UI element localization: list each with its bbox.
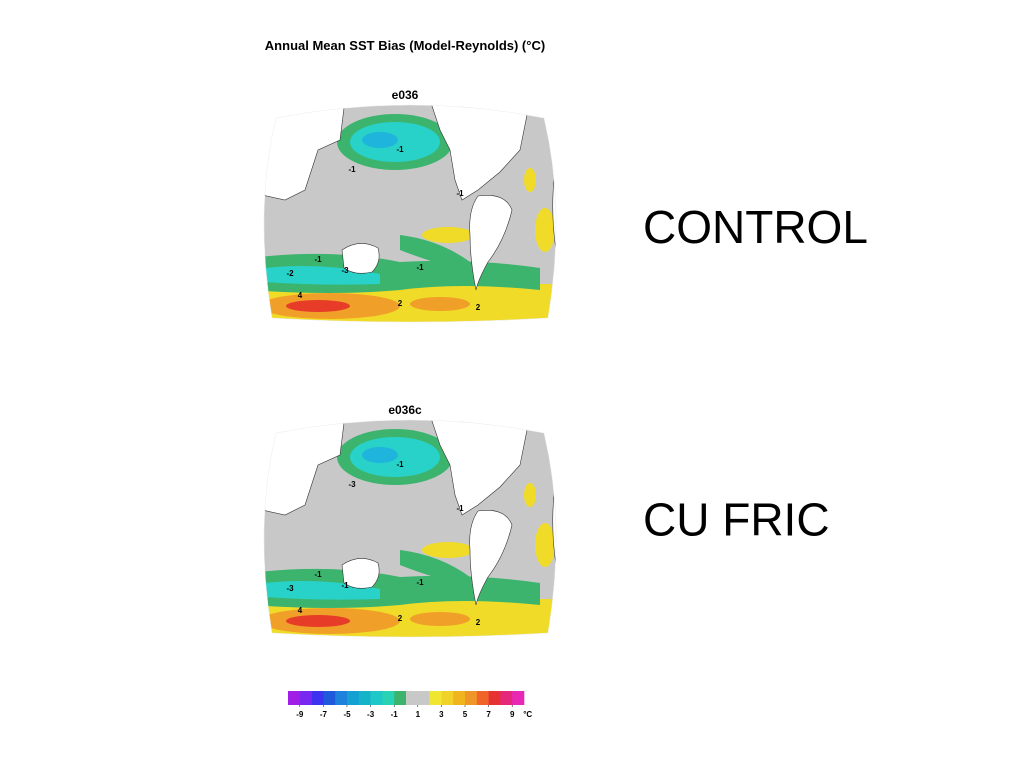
contour-label: -3 [341, 266, 349, 275]
contour-label: -1 [416, 263, 424, 272]
contour-label: 2 [476, 618, 481, 627]
colorbar-swatch [347, 691, 360, 705]
contour-label: -1 [314, 570, 322, 579]
colorbar-tick-label: 1 [416, 710, 421, 719]
colorbar-tick-label: 7 [486, 710, 491, 719]
colorbar-swatch [323, 691, 336, 705]
colorbar-swatch [370, 691, 383, 705]
colorbar-tick-label: -7 [320, 710, 328, 719]
contour-label: 2 [398, 299, 403, 308]
contour-label: 4 [298, 606, 303, 615]
colorbar-swatch [488, 691, 501, 705]
panels: e036 -1 -1 -1 -3 -2 -1 4 2 2 -1 CONTROL e036c -1 -3 -1 -… [250, 88, 868, 645]
colorbar-swatch [394, 691, 407, 705]
contour-label: 2 [398, 614, 403, 623]
contour-label: -3 [348, 480, 356, 489]
colorbar-swatch [382, 691, 395, 705]
contour-label: 4 [298, 291, 303, 300]
colorbar-swatch [465, 691, 478, 705]
colorbar-swatch [500, 691, 513, 705]
contour-label: -1 [456, 504, 464, 513]
colorbar-swatch [299, 691, 312, 705]
colorbar: -9 -7 -5 -3 -1 1 3 5 7 9 °C [288, 691, 532, 719]
colorbar-unit: °C [523, 710, 532, 719]
colorbar-swatch [512, 691, 525, 705]
contour-label: -3 [286, 584, 294, 593]
colorbar-swatch [417, 691, 430, 705]
colorbar-tick-label: 9 [510, 710, 515, 719]
colorbar-swatch [358, 691, 371, 705]
colorbar-swatch [288, 691, 301, 705]
map-panel: e036c -1 -3 -1 -1 -3 -1 4 2 2 -1 [250, 403, 570, 645]
experiment-label: CU FRIC [643, 493, 830, 545]
contour-label: -1 [341, 581, 349, 590]
colorbar-tick-label: -3 [367, 710, 375, 719]
colorbar-swatch [441, 691, 454, 705]
colorbar-swatch [335, 691, 348, 705]
contour-label: 2 [476, 303, 481, 312]
colorbar-swatch [476, 691, 489, 705]
contour-label: -1 [416, 578, 424, 587]
colorbar-swatch [453, 691, 466, 705]
colorbar-tick-label: -5 [343, 710, 351, 719]
colorbar-tick-label: 5 [463, 710, 468, 719]
colorbar-tick-label: -1 [391, 710, 399, 719]
contour-label: -1 [456, 189, 464, 198]
colorbar-tick-label: 3 [439, 710, 444, 719]
figure-title: Annual Mean SST Bias (Model-Reynolds) (°… [265, 38, 545, 53]
panel-name: e036c [388, 403, 422, 417]
map-panel: e036 -1 -1 -1 -3 -2 -1 4 2 2 -1 [250, 88, 570, 330]
contour-label: -1 [348, 165, 356, 174]
colorbar-tick-label: -9 [296, 710, 304, 719]
panel-name: e036 [392, 88, 419, 102]
experiment-label: CONTROL [643, 201, 868, 253]
colorbar-swatch [406, 691, 419, 705]
colorbar-swatch [429, 691, 442, 705]
contour-label: -1 [314, 255, 322, 264]
contour-label: -1 [396, 145, 404, 154]
colorbar-swatch [311, 691, 324, 705]
contour-label: -2 [286, 269, 294, 278]
contour-label: -1 [396, 460, 404, 469]
